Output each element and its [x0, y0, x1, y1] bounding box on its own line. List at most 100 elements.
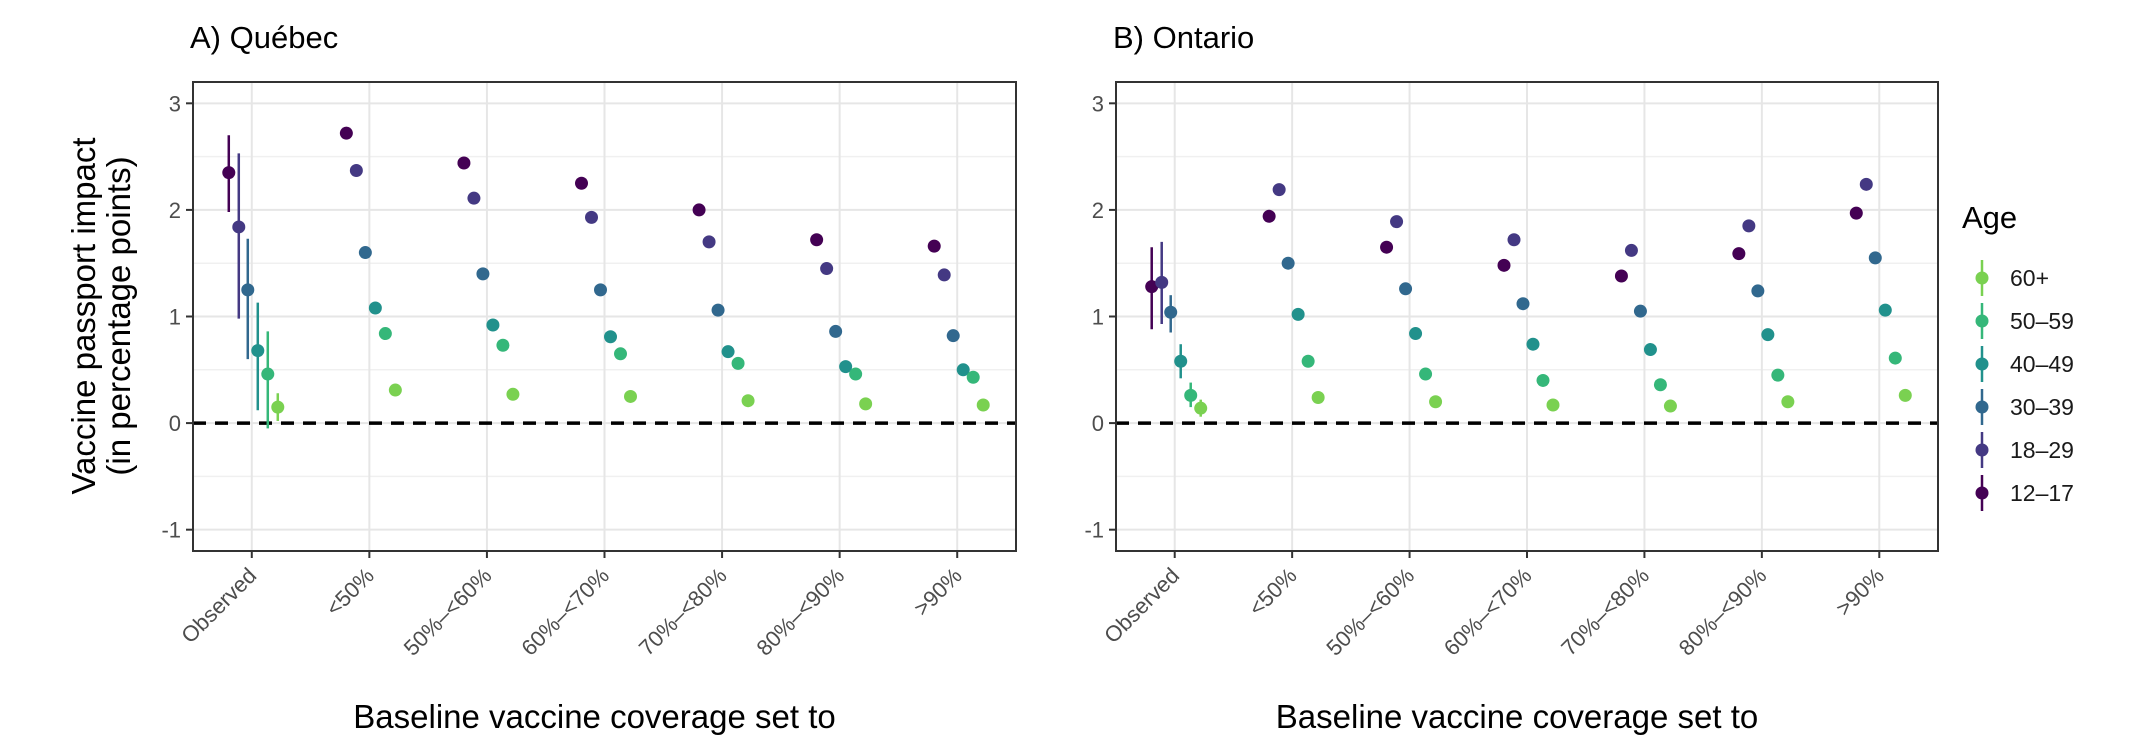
- y-tick-label: 1: [169, 305, 181, 330]
- point-12-17-cat0: [1145, 280, 1159, 294]
- point-30-39-cat2: [1399, 282, 1413, 296]
- point-18-29-cat0: [1155, 275, 1169, 289]
- point-12-17-cat6: [927, 239, 941, 253]
- point-50-59-cat2: [496, 338, 510, 352]
- point-12-17-cat6: [1849, 206, 1863, 220]
- point-30-39-cat5: [829, 324, 843, 338]
- point-18-29-cat1: [1272, 183, 1286, 197]
- legend-label: 18–29: [2010, 437, 2074, 463]
- point-30-39-cat2: [476, 267, 490, 281]
- point-12-17-cat2: [457, 156, 471, 170]
- legend-key-point: [1975, 357, 1989, 371]
- point-12-17-cat4: [1614, 269, 1628, 283]
- legend-key-point: [1975, 400, 1989, 414]
- point-30-39-cat1: [358, 246, 372, 260]
- point-12-17-cat3: [575, 176, 588, 190]
- point-50-59-cat4: [731, 356, 745, 370]
- point-18-29-cat3: [585, 210, 598, 224]
- point-60plus-cat3: [1546, 398, 1560, 412]
- legend-key-point: [1975, 314, 1989, 328]
- legend-label: 60+: [2010, 265, 2049, 291]
- x-axis-title: Baseline vaccine coverage set to: [353, 698, 835, 735]
- x-tick-label: 80%–<90%: [751, 563, 849, 661]
- y-tick-label: 2: [169, 198, 181, 223]
- point-40-49-cat4: [1643, 343, 1657, 357]
- series-60plus: [1194, 388, 1912, 417]
- point-18-29-cat6: [937, 268, 951, 282]
- legend-entry: 50–59: [1975, 303, 2074, 339]
- point-18-29-cat3: [1507, 233, 1521, 247]
- point-40-49-cat6: [956, 363, 970, 377]
- point-60plus-cat4: [1663, 399, 1677, 413]
- point-18-29-cat5: [820, 262, 834, 276]
- x-tick-label: 70%–<80%: [634, 563, 732, 661]
- legend-label: 40–49: [2010, 351, 2074, 377]
- point-12-17-cat4: [692, 203, 706, 217]
- legend-entry: 60+: [1975, 260, 2049, 296]
- point-18-29-cat5: [1742, 219, 1756, 233]
- point-50-59-cat5: [1771, 368, 1785, 382]
- x-tick-label: Observed: [176, 563, 261, 648]
- y-tick-label: 3: [169, 91, 181, 116]
- point-18-29-cat2: [467, 191, 481, 205]
- point-50-59-cat2: [1419, 367, 1433, 381]
- panel-title: A) Québec: [190, 20, 338, 55]
- x-tick-label: Observed: [1099, 563, 1184, 648]
- point-18-29-cat1: [349, 163, 363, 177]
- panel-ontario: -1 0 1 2 3 Observed <50% 50%–<60% 60%–<70% 70%–<8…: [1084, 20, 1939, 735]
- point-60plus-cat1: [388, 383, 402, 397]
- x-tick-label: <50%: [321, 563, 379, 621]
- point-50-59-cat4: [1653, 378, 1667, 392]
- point-40-49-cat1: [368, 301, 382, 315]
- point-60plus-cat1: [1311, 391, 1325, 405]
- x-tick-label: >90%: [1831, 563, 1889, 621]
- point-50-59-cat1: [1301, 354, 1315, 368]
- panel-quebec: -1 0 1 2 3 Observed <50% 50%–<60% 60%–<70% 70%–<8…: [161, 20, 1017, 735]
- legend-key-point: [1975, 443, 1989, 457]
- point-60plus-cat3: [624, 389, 637, 403]
- legend-title: Age: [1962, 200, 2017, 235]
- legend: Age 60+ 50–59 40–49 30–39 18–29 12–17: [1962, 200, 2074, 511]
- point-18-29-cat2: [1390, 215, 1404, 229]
- point-18-29-cat6: [1859, 177, 1873, 191]
- legend-entry: 40–49: [1975, 346, 2074, 382]
- point-30-39-cat3: [1516, 297, 1530, 311]
- point-30-39-cat5: [1751, 284, 1765, 298]
- point-30-39-cat4: [1633, 304, 1647, 318]
- point-40-49-cat4: [721, 345, 735, 359]
- point-60plus-cat2: [1429, 395, 1443, 409]
- point-40-49-cat0: [1174, 354, 1188, 368]
- y-axis-title-line-1: Vaccine passport impact: [65, 137, 102, 494]
- series-60plus: [271, 383, 990, 421]
- legend-key-point: [1975, 271, 1989, 285]
- point-60plus-cat6: [1898, 388, 1912, 402]
- point-60plus-cat2: [506, 387, 520, 401]
- point-50-59-cat1: [378, 327, 392, 341]
- series-18-29: [232, 153, 951, 319]
- x-tick-label: 70%–<80%: [1556, 563, 1654, 661]
- point-12-17-cat5: [1732, 247, 1746, 261]
- series-50-59: [261, 327, 980, 429]
- y-tick-label: -1: [1084, 518, 1104, 543]
- point-50-59-cat6: [1888, 351, 1902, 365]
- legend-entry: 30–39: [1975, 389, 2074, 425]
- y-tick-label: -1: [161, 518, 181, 543]
- x-tick-label: 50%–<60%: [399, 563, 497, 661]
- legend-label: 12–17: [2010, 480, 2074, 506]
- legend-key-point: [1975, 486, 1989, 500]
- point-40-49-cat0: [251, 344, 265, 358]
- point-40-49-cat6: [1878, 303, 1892, 317]
- x-tick-label: >90%: [909, 563, 967, 621]
- point-12-17-cat1: [1262, 209, 1276, 223]
- point-40-49-cat5: [1761, 328, 1775, 342]
- legend-entry: 18–29: [1975, 432, 2074, 468]
- x-tick-label: 60%–<70%: [1439, 563, 1537, 661]
- point-30-39-cat0: [241, 283, 255, 297]
- point-12-17-cat0: [222, 166, 236, 180]
- point-40-49-cat2: [1409, 327, 1423, 341]
- y-tick-label: 1: [1092, 305, 1104, 330]
- point-30-39-cat1: [1281, 256, 1295, 270]
- point-50-59-cat0: [1184, 388, 1198, 402]
- point-60plus-cat0: [1194, 401, 1208, 415]
- series-12-17: [222, 126, 941, 253]
